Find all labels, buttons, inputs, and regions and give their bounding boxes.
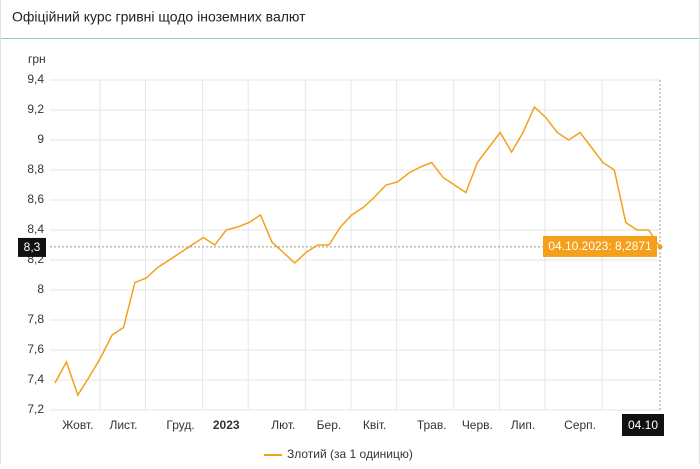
y-tick-label: 7,4: [27, 372, 44, 386]
cursor-y-box: [18, 237, 46, 257]
y-tick-label: 8,6: [27, 192, 44, 206]
chart-title: Офіційний курс гривні щодо іноземних вал…: [12, 9, 306, 25]
y-tick-label: 8: [37, 282, 44, 296]
cursor-x-box: [622, 414, 664, 436]
x-tick-label: Черв.: [462, 418, 493, 432]
line-series: [54, 105, 661, 397]
x-tick-label: 2023: [213, 418, 240, 432]
tooltip-box: [543, 235, 657, 257]
point: [657, 244, 663, 250]
x-tick-label: Трав.: [417, 418, 447, 432]
header: [0, 0, 700, 38]
cursor-y-label: 8,3: [24, 240, 41, 254]
x-tick-label: Лют.: [271, 418, 295, 432]
y-tick-label: 9: [37, 132, 44, 146]
x-tick-label: Лист.: [109, 418, 137, 432]
y-axis-label: грн: [28, 52, 46, 66]
y-tick-label: 9,4: [27, 72, 44, 86]
y-tick-label: 7,2: [27, 402, 44, 416]
y-tick-label: 9,2: [27, 102, 44, 116]
y-tick-label: 8,8: [27, 162, 44, 176]
x-tick-label: Бер.: [317, 418, 342, 432]
x-tick-label: Серп.: [564, 418, 596, 432]
y-tick-label: 7,8: [27, 312, 44, 326]
x-tick-label: Жовт.: [62, 418, 93, 432]
tooltip: 04.10.2023: 8,2871: [548, 239, 652, 253]
y-tick-label: 7,6: [27, 342, 44, 356]
x-tick-label: 04.10: [628, 418, 658, 432]
x-tick-label: Лип.: [511, 418, 535, 432]
x-tick-label: Квіт.: [363, 418, 387, 432]
x-tick-label: Груд.: [166, 418, 194, 432]
legend-label: Злотий (за 1 одиницю): [287, 447, 413, 461]
y-tick-label: 8,4: [27, 222, 44, 236]
